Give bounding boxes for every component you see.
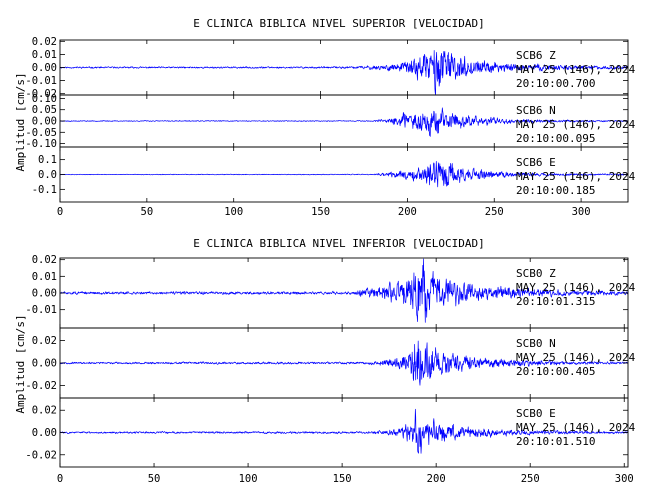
station-label: SCB0 Z <box>516 267 556 280</box>
y-axis-label-bottom: Amplitud [cm/s] <box>14 314 27 413</box>
y-tick-label: -0.1 <box>32 184 57 196</box>
y-tick-label: 0.00 <box>32 62 57 74</box>
y-tick-label: 0.00 <box>32 427 57 439</box>
time-label: 20:10:01.315 <box>516 295 595 308</box>
time-label: 20:10:00.700 <box>516 77 595 90</box>
date-label: MAY 25 (146), 2024 <box>516 118 636 131</box>
waveform-trace <box>59 408 629 454</box>
y-tick-label: 0.0 <box>38 169 57 181</box>
time-label: 20:10:00.095 <box>516 132 595 145</box>
waveform-trace <box>59 258 629 323</box>
chart-title-bottom: E CLINICA BIBLICA NIVEL INFERIOR [VELOCI… <box>193 237 484 250</box>
y-tick-label: 0.01 <box>32 271 57 283</box>
y-tick-label: -0.02 <box>25 380 57 392</box>
y-tick-label: -0.05 <box>25 127 57 139</box>
station-label: SCB6 Z <box>516 49 556 62</box>
y-tick-label: 0.02 <box>32 254 57 266</box>
y-tick-label: 0.00 <box>32 116 57 128</box>
y-tick-label: -0.10 <box>25 138 57 150</box>
x-tick-label: 300 <box>572 206 591 218</box>
waveform-trace <box>59 107 629 137</box>
date-label: MAY 25 (146), 2024 <box>516 421 636 434</box>
date-label: MAY 25 (146), 2024 <box>516 170 636 183</box>
y-tick-label: 0.02 <box>32 405 57 417</box>
y-tick-label: 0.1 <box>38 154 57 166</box>
y-tick-label: 0.00 <box>32 288 57 300</box>
y-tick-label: 0.02 <box>32 335 57 347</box>
x-tick-label: 0 <box>57 473 63 485</box>
x-tick-label: 250 <box>521 473 540 485</box>
y-tick-label: -0.01 <box>25 304 57 316</box>
waveform-trace <box>59 161 629 188</box>
y-tick-label: 0.10 <box>32 93 57 105</box>
date-label: MAY 25 (146), 2024 <box>516 351 636 364</box>
x-tick-label: 100 <box>224 206 243 218</box>
waveform-trace <box>59 50 629 95</box>
y-tick-label: 0.02 <box>32 36 57 48</box>
x-tick-label: 200 <box>398 206 417 218</box>
y-tick-label: 0.00 <box>32 358 57 370</box>
x-tick-label: 150 <box>311 206 330 218</box>
x-tick-label: 200 <box>427 473 446 485</box>
station-label: SCB0 E <box>516 407 556 420</box>
y-tick-label: -0.01 <box>25 75 57 87</box>
x-tick-label: 50 <box>141 206 154 218</box>
waveform-trace <box>59 340 629 386</box>
time-label: 20:10:01.510 <box>516 435 595 448</box>
x-tick-label: 100 <box>239 473 258 485</box>
date-label: MAY 25 (146), 2024 <box>516 63 636 76</box>
y-tick-label: -0.02 <box>25 449 57 461</box>
station-label: SCB6 E <box>516 156 556 169</box>
x-tick-label: 0 <box>57 206 63 218</box>
station-label: SCB0 N <box>516 337 556 350</box>
station-label: SCB6 N <box>516 104 556 117</box>
x-tick-label: 250 <box>485 206 504 218</box>
y-tick-label: 0.05 <box>32 104 57 116</box>
y-tick-label: 0.01 <box>32 49 57 61</box>
x-tick-label: 50 <box>148 473 161 485</box>
y-tick-label: -0.02 <box>25 88 57 100</box>
chart-title-top: E CLINICA BIBLICA NIVEL SUPERIOR [VELOCI… <box>193 17 484 30</box>
time-label: 20:10:00.185 <box>516 184 595 197</box>
date-label: MAY 25 (146), 2024 <box>516 281 636 294</box>
x-tick-label: 150 <box>333 473 352 485</box>
time-label: 20:10:00.405 <box>516 365 595 378</box>
x-tick-label: 300 <box>615 473 634 485</box>
y-axis-label-top: Amplitud [cm/s] <box>14 72 27 171</box>
